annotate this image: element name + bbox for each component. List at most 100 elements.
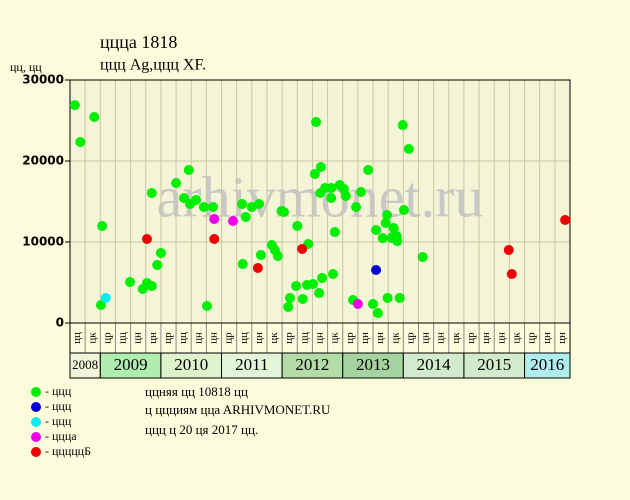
data-point bbox=[272, 251, 283, 262]
data-point bbox=[209, 234, 220, 245]
quarter-label: цн bbox=[556, 332, 568, 344]
year-label: 2013 bbox=[356, 355, 390, 374]
legend-label: - ццц bbox=[45, 384, 72, 398]
year-cell bbox=[342, 352, 404, 379]
data-point bbox=[403, 144, 414, 155]
data-point bbox=[89, 112, 100, 123]
quarter-label: цр bbox=[101, 332, 113, 344]
data-point bbox=[363, 164, 374, 175]
quarter-label: цн bbox=[480, 332, 492, 344]
data-point bbox=[352, 298, 363, 309]
data-point bbox=[355, 187, 366, 198]
data-point bbox=[97, 220, 108, 231]
data-point bbox=[328, 268, 339, 279]
data-point bbox=[171, 178, 182, 189]
data-point bbox=[394, 292, 405, 303]
legend-marker bbox=[31, 432, 41, 442]
year-cell bbox=[524, 352, 571, 379]
year-cell bbox=[402, 352, 465, 379]
quarter-label: цн bbox=[420, 332, 432, 344]
year-cell bbox=[281, 352, 344, 379]
year-label: 2008 bbox=[72, 357, 98, 372]
data-point bbox=[285, 292, 295, 303]
data-point bbox=[292, 220, 303, 231]
data-point bbox=[351, 202, 362, 213]
data-point bbox=[100, 292, 111, 303]
data-point bbox=[371, 225, 382, 236]
data-point bbox=[237, 199, 248, 210]
data-point bbox=[311, 117, 322, 128]
data-point bbox=[152, 260, 163, 271]
legend-marker bbox=[31, 447, 41, 457]
quarter-label: цр bbox=[223, 332, 235, 344]
legend-label: - ццца bbox=[45, 429, 77, 443]
data-point bbox=[398, 205, 409, 216]
data-point bbox=[308, 279, 319, 290]
year-label: 2009 bbox=[114, 355, 148, 374]
data-point bbox=[146, 280, 157, 291]
data-point bbox=[368, 298, 379, 309]
data-point bbox=[317, 272, 328, 283]
chart-title: ццца 1818 bbox=[100, 32, 177, 52]
quarter-label: цн bbox=[495, 332, 507, 344]
data-point bbox=[506, 268, 517, 279]
quarter-label: цр bbox=[162, 332, 174, 344]
note: ц ццциям ццa ARHIVMONET.RU bbox=[145, 402, 331, 417]
data-point bbox=[380, 217, 391, 228]
data-point bbox=[417, 251, 428, 262]
quarter-label: цр bbox=[344, 332, 356, 344]
y-tick-label: 20000 bbox=[22, 154, 64, 168]
data-point bbox=[209, 213, 220, 224]
data-point bbox=[252, 263, 263, 274]
data-point bbox=[340, 190, 351, 201]
quarter-label: цн bbox=[541, 332, 553, 344]
data-point bbox=[329, 227, 340, 238]
data-point bbox=[315, 161, 326, 172]
legend-marker bbox=[31, 417, 41, 427]
data-point bbox=[254, 199, 265, 210]
data-point bbox=[237, 259, 248, 270]
quarter-label: цн bbox=[147, 332, 159, 344]
quarter-label: цн bbox=[207, 332, 219, 344]
chart-subtitle: ццц Ag,ццц XF. bbox=[100, 57, 206, 74]
year-label: 2010 bbox=[174, 355, 208, 374]
legend-marker bbox=[31, 402, 41, 412]
data-point bbox=[503, 245, 514, 256]
year-cell bbox=[99, 352, 162, 379]
data-point bbox=[297, 294, 308, 305]
quarter-label: цр bbox=[526, 332, 538, 344]
data-point bbox=[155, 248, 166, 259]
year-label: 2011 bbox=[235, 355, 268, 374]
data-point bbox=[309, 168, 320, 179]
quarter-label: цн bbox=[435, 332, 447, 344]
data-point bbox=[560, 214, 571, 225]
quarter-label: цр bbox=[404, 332, 416, 344]
data-point bbox=[382, 292, 393, 303]
quarter-label: цц bbox=[298, 332, 310, 344]
data-point bbox=[326, 193, 337, 204]
data-point bbox=[95, 300, 106, 311]
year-cell bbox=[463, 352, 526, 379]
data-point bbox=[141, 234, 152, 245]
year-label: 2015 bbox=[477, 355, 511, 374]
quarter-label: цн bbox=[253, 332, 265, 344]
plot-frame bbox=[69, 79, 571, 324]
legend-label: - ццц bbox=[45, 414, 72, 428]
data-point bbox=[314, 288, 325, 299]
data-point bbox=[392, 236, 403, 247]
quarter-label: цк bbox=[86, 332, 98, 344]
data-point bbox=[283, 301, 294, 312]
y-axis-label: цц, цц bbox=[10, 60, 42, 74]
quarter-label: цн bbox=[374, 332, 386, 344]
data-point bbox=[125, 277, 135, 288]
year-label: 2016 bbox=[530, 355, 564, 374]
data-point bbox=[198, 202, 209, 213]
quarter-label: цц bbox=[117, 332, 129, 344]
data-point bbox=[75, 136, 86, 147]
data-point bbox=[201, 300, 212, 311]
data-point bbox=[208, 202, 219, 213]
year-cell bbox=[69, 352, 101, 379]
quarter-label: цн bbox=[314, 332, 326, 344]
y-tick-label: 0 bbox=[56, 316, 64, 330]
